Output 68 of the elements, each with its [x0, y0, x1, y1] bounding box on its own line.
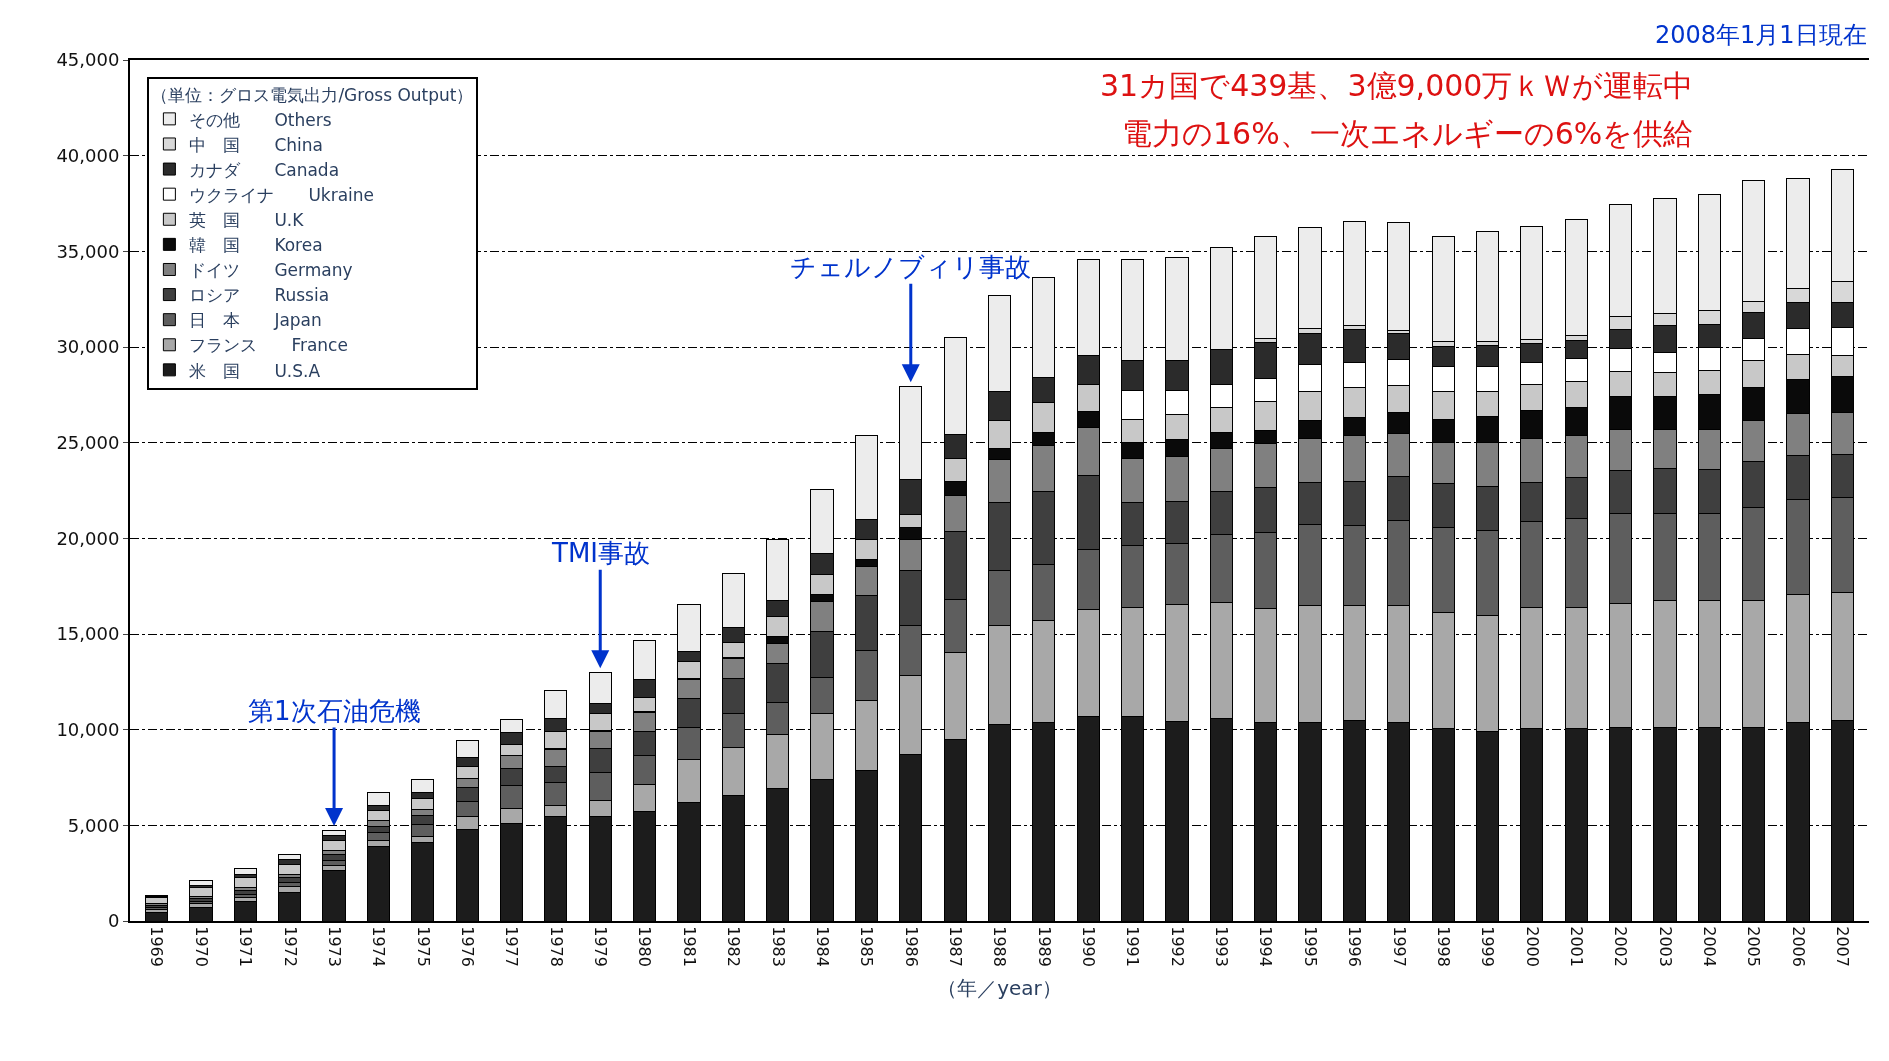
legend-label: フランス France: [189, 335, 348, 356]
y-tick-label: 10,000: [56, 718, 120, 740]
y-tick-label: 30,000: [56, 336, 120, 358]
x-tick-label: 1993: [1212, 926, 1232, 967]
x-tick-label: 1973: [324, 926, 344, 967]
y-tick-label: 25,000: [56, 431, 120, 453]
x-tick-label: 2000: [1522, 926, 1542, 967]
x-tick-label: 2002: [1611, 926, 1631, 967]
y-tick-label: 5,000: [67, 814, 120, 836]
x-tick-label: 1982: [724, 926, 744, 967]
x-tick-label: 1997: [1389, 926, 1409, 967]
x-tick-label: 2007: [1833, 926, 1853, 967]
x-tick-label: 1999: [1478, 926, 1498, 967]
legend-label: 中 国 China: [189, 134, 323, 155]
x-tick-label: 1996: [1345, 926, 1365, 967]
x-tick-label: 1981: [679, 926, 699, 967]
y-tick-label: 45,000: [56, 49, 120, 71]
annotation: TMI事故: [551, 538, 650, 568]
x-tick-label: 1974: [369, 926, 389, 967]
x-tick-label: 1970: [191, 926, 211, 967]
y-tick-label: 15,000: [56, 623, 120, 645]
x-tick-label: 1994: [1256, 926, 1276, 967]
x-tick-label: 2005: [1744, 926, 1764, 967]
x-tick-label: 1980: [635, 926, 655, 967]
x-axis-title: （年／year）: [937, 975, 1062, 1000]
x-tick-label: 2001: [1567, 926, 1587, 967]
y-tick-label: 35,000: [56, 240, 120, 262]
x-tick-label: 1976: [457, 926, 477, 967]
legend-label: 日 本 Japan: [189, 310, 322, 331]
legend-label: 米 国 U.S.A: [189, 360, 321, 381]
legend-label: 英 国 U.K: [189, 209, 305, 230]
text: 2008年1月1日現在: [1655, 21, 1867, 49]
legend-label: ドイツ Germany: [189, 260, 353, 281]
x-tick-label: 1984: [812, 926, 832, 967]
x-tick-label: 1990: [1079, 926, 1099, 967]
x-tick-label: 1987: [945, 926, 965, 967]
annotation: 第1次石油危機: [248, 696, 421, 726]
x-tick-label: 1978: [546, 926, 566, 967]
x-tick-label: 1998: [1433, 926, 1453, 967]
x-tick-label: 1985: [857, 926, 877, 967]
x-tick-label: 1989: [1034, 926, 1054, 967]
x-tick-label: 2006: [1788, 926, 1808, 967]
legend-label: カナダ Canada: [189, 159, 340, 180]
x-tick-label: 1991: [1123, 926, 1143, 967]
y-tick-label: 20,000: [56, 527, 120, 549]
x-tick-label: 1995: [1300, 926, 1320, 967]
x-tick-label: 1971: [236, 926, 256, 967]
x-tick-label: 1969: [147, 926, 167, 967]
legend-label: ウクライナ Ukraine: [189, 184, 375, 205]
annotation: 電力の16%、一次エネルギーの6%を供給: [1122, 116, 1694, 151]
x-tick-label: 2004: [1700, 926, 1720, 967]
x-tick-label: 2003: [1655, 926, 1675, 967]
x-tick-label: 1975: [413, 926, 433, 967]
y-tick-label: 0: [107, 910, 120, 932]
annotation: 31カ国で439基、3億9,000万ｋＷが運転中: [1100, 68, 1694, 103]
x-tick-label: 1979: [591, 926, 611, 967]
y-tick-label: 40,000: [56, 144, 120, 166]
x-tick-label: 1977: [502, 926, 522, 967]
x-tick-label: 1972: [280, 926, 300, 967]
annotation: チェルノブィリ事故: [790, 252, 1031, 282]
x-tick-label: 1988: [990, 926, 1010, 967]
legend-label: その他 Others: [189, 109, 332, 130]
x-tick-label: 1983: [768, 926, 788, 967]
legend-label: 韓 国 Korea: [189, 235, 323, 255]
legend-label: ロシア Russia: [189, 285, 330, 306]
legend-title: （単位：グロス電気出力/Gross Output）: [151, 85, 474, 106]
x-tick-label: 1986: [901, 926, 921, 967]
x-tick-label: 1992: [1167, 926, 1187, 967]
